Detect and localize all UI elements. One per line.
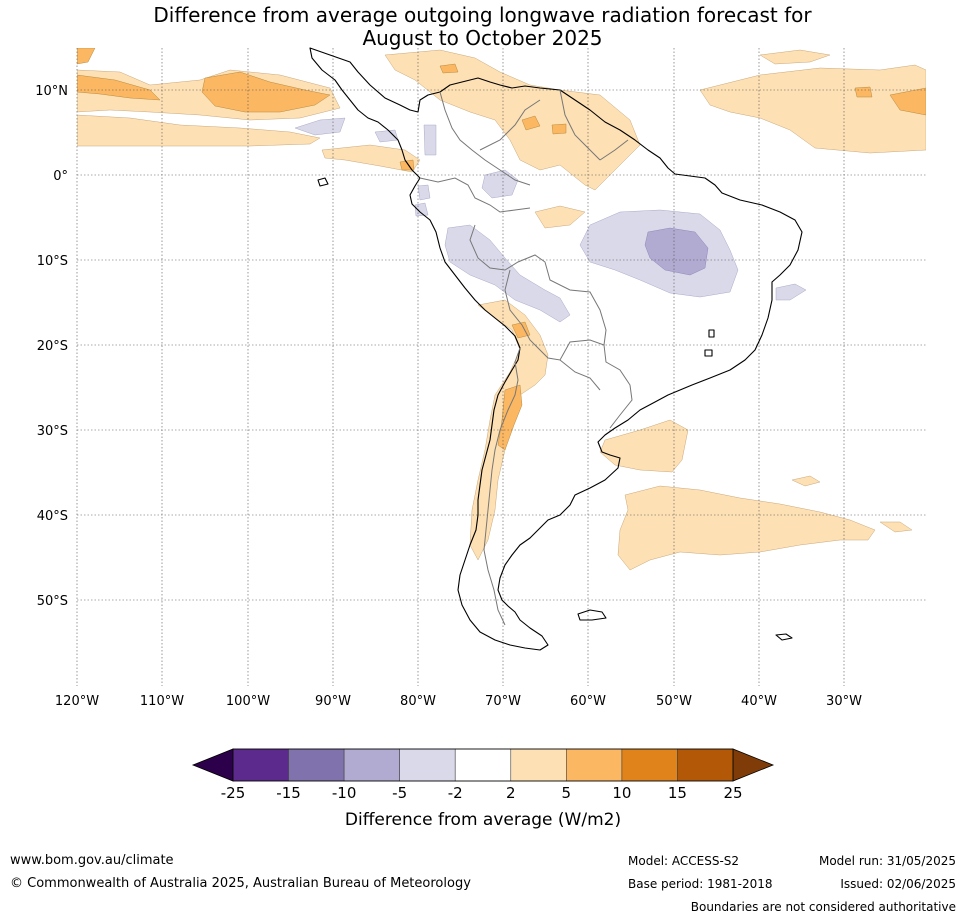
negative-anomaly-region	[423, 124, 437, 156]
lon-tick-label: 50°W	[656, 694, 692, 709]
colorbar-segment	[677, 748, 734, 782]
positive-anomaly-region	[879, 521, 913, 533]
colorbar-tick-label: 15	[668, 784, 687, 802]
negative-anomaly-region	[481, 169, 519, 199]
strong-positive-anomaly-region	[399, 159, 415, 171]
island	[704, 349, 713, 357]
lat-tick-label: 10°S	[37, 254, 68, 269]
country-border	[439, 91, 531, 186]
colorbar-tick-label: 10	[612, 784, 631, 802]
lat-tick-label: 20°S	[37, 339, 68, 354]
colorbar-segment	[510, 748, 567, 782]
negative-anomaly-region	[444, 224, 571, 323]
lon-tick-label: 90°W	[315, 694, 351, 709]
latitude-labels: 10°N 0° 10°S 20°S 30°S 40°S 50°S	[35, 84, 68, 609]
lat-tick-label: 40°S	[37, 509, 68, 524]
country-border	[483, 347, 521, 626]
longitude-labels: 120°W 110°W 100°W 90°W 80°W 70°W 60°W 50°W 40°W 3…	[55, 694, 862, 709]
colorbar-tick-label: 5	[562, 784, 572, 802]
island	[775, 633, 793, 641]
colorbar-tick-label: -5	[392, 784, 407, 802]
colorbar-segment	[288, 748, 345, 782]
colorbar-segment	[343, 748, 400, 782]
colorbar-tick-label: -10	[332, 784, 357, 802]
negative-anomaly-region	[775, 283, 807, 301]
positive-anomaly-region	[599, 419, 689, 473]
strong-negative-anomaly-region	[644, 227, 709, 276]
country-border	[419, 177, 531, 213]
colorbar-over-arrow	[732, 748, 775, 782]
title-line-1: Difference from average outgoing longwav…	[153, 3, 812, 27]
title-line-2: August to October 2025	[362, 26, 603, 50]
footer-copyright: © Commonwealth of Australia 2025, Austra…	[10, 876, 471, 891]
island	[708, 329, 715, 338]
lon-tick-label: 100°W	[226, 694, 270, 709]
strong-positive-anomaly-region	[551, 123, 567, 135]
lon-tick-label: 80°W	[400, 694, 436, 709]
negative-anomaly-region	[417, 184, 431, 201]
footer-model: Model: ACCESS-S2	[628, 854, 740, 868]
colorbar-under-arrow	[191, 748, 234, 782]
colorbar-frame	[232, 748, 734, 782]
strong-positive-anomaly-region	[439, 63, 459, 74]
colorbar-tick-label: 2	[506, 784, 516, 802]
colorbar-tick-label: -2	[448, 784, 463, 802]
footer-url[interactable]: www.bom.gov.au/climate	[10, 853, 174, 868]
positive-anomaly-region	[534, 205, 586, 229]
lon-tick-label: 30°W	[826, 694, 862, 709]
south-america-coastline	[309, 47, 803, 651]
positive-anomaly-region	[759, 49, 831, 65]
positive-anomaly-region	[617, 485, 876, 571]
lat-tick-label: 30°S	[37, 424, 68, 439]
footer-model-run: Model run: 31/05/2025	[818, 854, 956, 868]
falkland-islands	[577, 609, 607, 621]
country-borders	[419, 89, 633, 626]
colorbar-label: Difference from average (W/m2)	[345, 810, 621, 830]
lon-tick-label: 60°W	[570, 694, 606, 709]
country-border	[559, 359, 601, 391]
colorbar-segment	[566, 748, 623, 782]
positive-anomaly-region	[77, 114, 321, 147]
coastlines	[309, 47, 803, 651]
country-border	[599, 139, 629, 161]
strong-positive-anomaly-region	[201, 71, 331, 113]
colorbar-segment	[454, 748, 512, 782]
footer-base-period: Base period: 1981-2018	[628, 877, 773, 891]
anomaly-field	[77, 48, 926, 571]
strong-positive-anomaly-region	[77, 48, 96, 65]
colorbar-tick-label: -25	[221, 784, 246, 802]
lat-tick-label: 50°S	[37, 594, 68, 609]
strong-positive-anomaly-region	[77, 74, 161, 101]
footer-disclaimer: Boundaries are not considered authoritat…	[690, 900, 956, 914]
positive-anomaly-region	[791, 475, 821, 487]
country-border	[559, 89, 601, 161]
country-border	[479, 99, 541, 151]
colorbar-segment	[232, 748, 289, 782]
lon-tick-label: 110°W	[140, 694, 184, 709]
lon-tick-label: 70°W	[485, 694, 521, 709]
lon-tick-label: 120°W	[55, 694, 99, 709]
galapagos-islands	[317, 177, 329, 187]
strong-positive-anomaly-region	[497, 384, 523, 451]
strong-positive-anomaly-region	[854, 86, 873, 98]
colorbar-segment	[621, 748, 678, 782]
positive-anomaly-region	[321, 144, 421, 173]
country-border	[504, 269, 633, 429]
footer-issued: Issued: 02/06/2025	[840, 877, 956, 891]
negative-anomaly-region	[294, 117, 346, 136]
colorbar-tick-label: -15	[276, 784, 301, 802]
positive-anomaly-region	[384, 49, 641, 191]
lat-tick-label: 10°N	[35, 84, 68, 99]
lon-tick-label: 40°W	[741, 694, 777, 709]
strong-positive-anomaly-region	[521, 115, 541, 131]
lat-tick-label: 0°	[53, 169, 68, 184]
map-title: Difference from average outgoing longwav…	[0, 4, 965, 50]
strong-positive-anomaly-region	[889, 87, 926, 116]
graticule	[76, 48, 926, 686]
country-border	[469, 224, 607, 346]
colorbar-tick-label: 25	[723, 784, 742, 802]
colorbar-segment	[399, 748, 456, 782]
